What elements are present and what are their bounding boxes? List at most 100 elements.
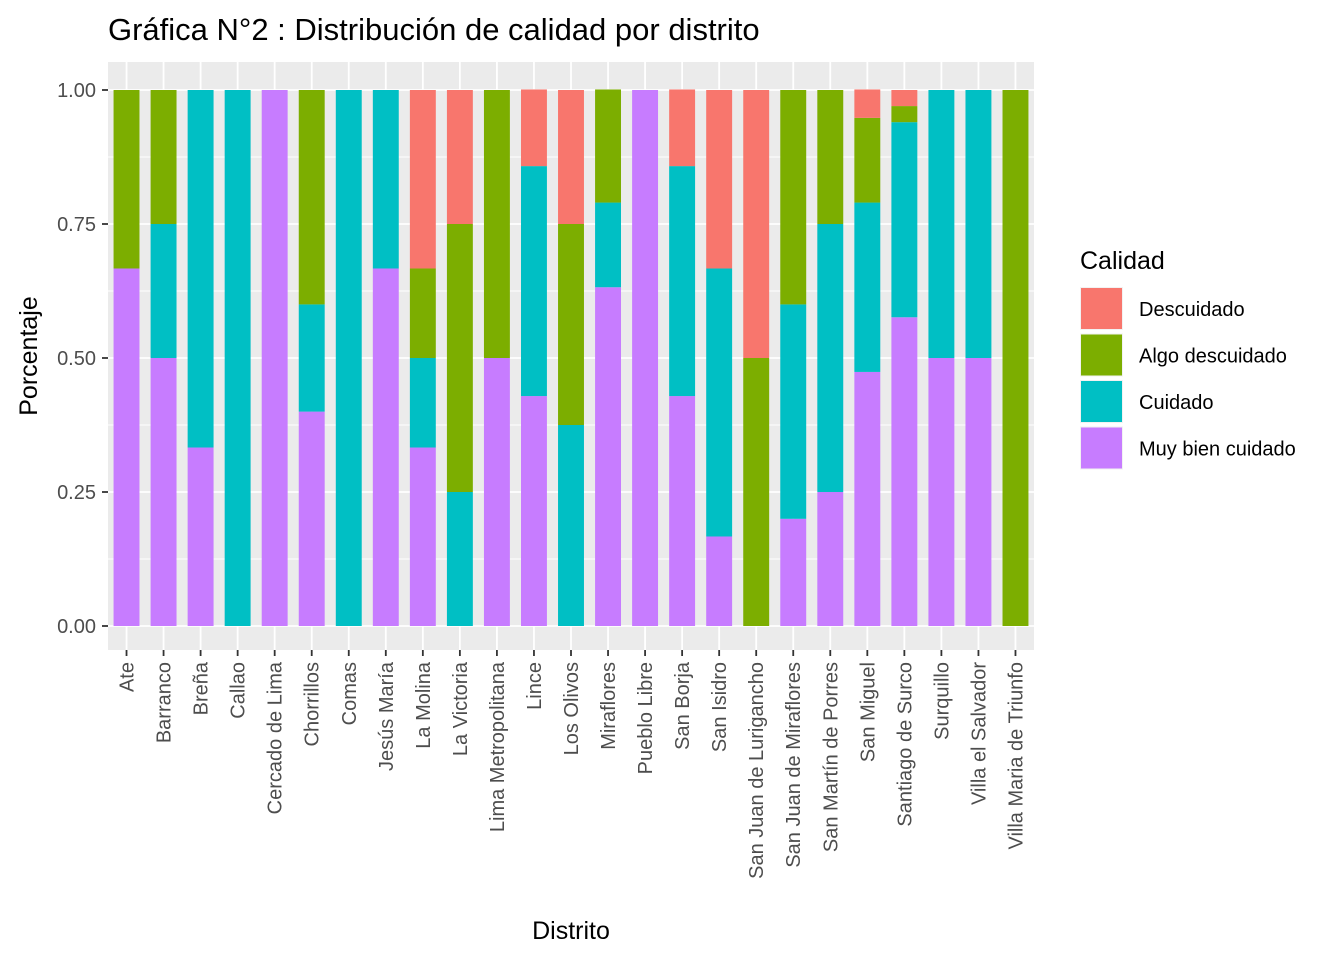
bar-segment: [409, 447, 436, 626]
legend-label: Algo descuidado: [1139, 346, 1287, 368]
x-tick-label: La Victoria: [450, 661, 472, 756]
bar-segment: [817, 90, 844, 224]
bar-segment: [409, 268, 436, 358]
bar-segment: [928, 90, 955, 358]
bar-segment: [520, 166, 547, 397]
y-axis-title: Porcentaje: [15, 296, 43, 416]
bar-segment: [298, 90, 325, 305]
legend-label: Muy bien cuidado: [1139, 439, 1296, 461]
y-tick-label: 0.75: [57, 214, 96, 236]
x-tick-label: Lince: [524, 662, 546, 710]
x-tick-label: Miraflores: [598, 662, 620, 750]
x-tick-label: Ate: [117, 662, 139, 692]
bar-segment: [706, 268, 733, 537]
bar-segment: [965, 358, 992, 626]
y-tick-label: 0.00: [57, 616, 96, 638]
legend-swatch: [1081, 381, 1122, 422]
x-tick-label: Surquillo: [931, 662, 953, 740]
bar-segment: [780, 518, 807, 626]
x-tick-label: San Martín de Porres: [820, 662, 842, 852]
y-tick-label: 1.00: [57, 80, 96, 102]
bar-segment: [409, 90, 436, 269]
bar-segment: [965, 90, 992, 358]
bar-segment: [595, 89, 622, 203]
bar-segment: [446, 90, 473, 224]
y-tick-label: 0.25: [57, 482, 96, 504]
bar-segment: [669, 166, 696, 397]
bar-segment: [187, 90, 214, 448]
x-tick-label: Pueblo Libre: [635, 662, 657, 774]
x-tick-label: San Isidro: [709, 662, 731, 752]
bar-segment: [854, 371, 881, 626]
bar-segment: [1002, 90, 1029, 626]
bar-segment: [743, 358, 770, 626]
bar-segment: [669, 89, 696, 167]
legend: Calidad Descuidado Algo descuidado Cuidado…: [1080, 247, 1296, 470]
bar-segment: [150, 90, 177, 224]
legend-swatch: [1081, 334, 1122, 376]
x-axis-title: Distrito: [532, 917, 610, 945]
x-tick-label: San Miguel: [857, 662, 879, 762]
x-tick-label: Cercado de Lima: [265, 661, 287, 814]
chart-title: Gráfica N°2 : Distribución de calidad po…: [108, 12, 760, 47]
bar-segment: [854, 117, 881, 203]
bar-segment: [891, 90, 918, 107]
bar-segment: [780, 304, 807, 519]
x-tick-label: Callao: [228, 662, 250, 719]
legend-title: Calidad: [1080, 247, 1165, 275]
bar-segment: [928, 358, 955, 626]
bar-segment: [891, 317, 918, 626]
legend-label: Cuidado: [1139, 392, 1214, 414]
x-tick-label: Los Olivos: [561, 662, 583, 755]
bar-segment: [891, 106, 918, 123]
y-axis: 0.00 0.25 0.50 0.75 1.00: [57, 80, 108, 638]
legend-label: Descuidado: [1139, 299, 1245, 321]
bar-segment: [335, 90, 362, 626]
x-axis: Ate Barranco Breña Callao Cercado de Lima Cho…: [117, 650, 1027, 879]
bar-segment: [409, 358, 436, 448]
bar-segment: [854, 202, 881, 372]
bar-segment: [743, 90, 770, 358]
x-tick-label: San Borja: [672, 661, 694, 750]
bar-segment: [372, 268, 399, 626]
bars: [113, 89, 1029, 626]
bar-segment: [558, 224, 584, 425]
x-tick-label: Santiago de Surco: [894, 662, 916, 827]
x-tick-label: Villa el Salvador: [968, 662, 990, 805]
x-tick-label: Villa Maria de Triunfo: [1005, 662, 1027, 850]
legend-swatch: [1081, 427, 1122, 469]
bar-segment: [706, 90, 733, 269]
bar-segment: [187, 447, 214, 626]
legend-swatch: [1081, 288, 1122, 329]
bar-segment: [372, 90, 399, 269]
bar-segment: [632, 90, 659, 626]
bar-segment: [113, 268, 140, 626]
bar-segment: [298, 411, 325, 626]
bar-segment: [150, 224, 177, 358]
bar-segment: [558, 425, 584, 626]
bar-segment: [520, 89, 547, 167]
x-tick-label: Barranco: [154, 662, 176, 743]
bar-segment: [446, 224, 473, 492]
x-tick-label: Breña: [191, 661, 213, 715]
x-tick-label: Lima Metropolitana: [487, 661, 509, 832]
bar-segment: [669, 396, 696, 626]
bar-segment: [558, 90, 584, 224]
bar-segment: [854, 89, 881, 118]
bar-segment: [224, 90, 251, 626]
bar-segment: [113, 90, 140, 269]
bar-segment: [150, 358, 177, 626]
x-tick-label: Jesús María: [376, 661, 398, 771]
bar-segment: [817, 224, 844, 492]
bar-segment: [780, 90, 807, 305]
y-tick-label: 0.50: [57, 348, 96, 370]
bar-segment: [483, 358, 510, 626]
bar-segment: [446, 492, 473, 626]
bar-segment: [595, 287, 622, 626]
x-tick-label: San Juan de Lurigancho: [746, 662, 768, 879]
bar-segment: [520, 396, 547, 626]
x-tick-label: La Molina: [413, 661, 435, 749]
bar-segment: [595, 202, 622, 288]
bar-segment: [298, 304, 325, 412]
